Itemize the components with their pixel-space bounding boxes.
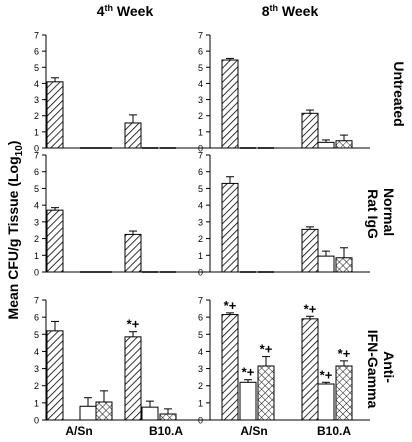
y-tick-label: 5	[198, 330, 203, 340]
y-tick-label: 3	[34, 364, 39, 374]
panel-3: 0 1 2 3 4 5 6 7	[34, 151, 206, 278]
y-tick-label: 4	[34, 347, 39, 357]
significance-marker: *+	[260, 342, 273, 357]
y-tick-label: 4	[198, 201, 203, 211]
bar	[124, 122, 142, 149]
row-label-normal-rat-igg: Normal Rat IgG	[365, 188, 397, 240]
bar	[335, 365, 353, 421]
x-label-8w-b10a: B10.A	[317, 424, 351, 438]
significance-marker: *+	[320, 367, 333, 382]
y-tick-label: 2	[34, 111, 39, 121]
y-tick-label: 5	[198, 184, 203, 194]
y-tick-label: 0	[34, 144, 39, 154]
x-label-4w-a-sn: A/Sn	[65, 424, 92, 438]
y-tick-label: 2	[34, 234, 39, 244]
bar	[95, 401, 113, 421]
y-tick-label: 6	[34, 167, 39, 177]
y-tick-label: 5	[34, 63, 39, 73]
y-tick-label: 4	[198, 347, 203, 357]
y-tick-label: 5	[34, 184, 39, 194]
y-tick-label: 1	[34, 127, 39, 137]
y-tick-label: 7	[34, 151, 39, 161]
significance-marker: *+	[242, 365, 255, 380]
y-tick-label: 7	[198, 151, 203, 161]
bar	[221, 314, 239, 421]
panel-5: 0 1 2 3 4 5 6 7 *+	[34, 296, 206, 426]
y-tick-label: 5	[34, 330, 39, 340]
bar	[221, 182, 239, 273]
y-tick-label: 7	[34, 296, 39, 306]
chart-panels: 0123456701234567012345670123456701234567…	[34, 31, 370, 426]
y-tick-label: 6	[198, 313, 203, 323]
row-label-untreated: Untreated	[391, 61, 407, 126]
y-tick-label: 4	[34, 201, 39, 211]
y-tick-label: 6	[34, 313, 39, 323]
bar	[301, 318, 319, 421]
y-tick-label: 0	[34, 416, 39, 426]
y-tick-label: 7	[198, 296, 203, 306]
bar	[221, 59, 239, 149]
y-tick-label: 3	[198, 217, 203, 227]
y-tick-label: 1	[198, 251, 203, 261]
y-tick-label: 5	[198, 63, 203, 73]
y-tick-label: 6	[198, 167, 203, 177]
bar	[124, 336, 142, 421]
panel-1: 0 1 2 3 4 5 6 7	[34, 31, 206, 154]
significance-marker: *+	[127, 317, 140, 332]
y-tick-label: 2	[34, 381, 39, 391]
y-tick-label: 2	[198, 381, 203, 391]
y-tick-label: 1	[198, 127, 203, 137]
bar	[335, 257, 353, 273]
y-tick-label: 3	[198, 364, 203, 374]
y-tick-label: 3	[198, 95, 203, 105]
bar	[159, 413, 177, 421]
panel-4: 0 1 2 3 4 5 6 7	[198, 151, 370, 278]
bar	[301, 228, 319, 273]
bar	[46, 81, 64, 149]
row-label-anti-ifn-gamma: Anti- IFN-Gamma	[365, 330, 397, 409]
y-tick-label: 7	[34, 31, 39, 41]
y-tick-label: 7	[198, 31, 203, 41]
bar	[335, 140, 353, 149]
y-tick-label: 0	[34, 268, 39, 278]
y-tick-label: 0	[198, 268, 203, 278]
significance-marker: *+	[224, 298, 237, 313]
panel-6: 0 1 2 3 4 5 6 7 *+ *+ *+ *+ *+ *+	[198, 296, 370, 426]
y-tick-label: 1	[198, 398, 203, 408]
bar	[317, 141, 335, 149]
y-tick-label: 1	[34, 398, 39, 408]
bar	[317, 383, 335, 421]
y-axis-label: Mean CFU/g Tissue (Log10)	[5, 141, 25, 320]
y-tick-label: 1	[34, 251, 39, 261]
y-tick-label: 0	[198, 416, 203, 426]
x-label-8w-a-sn: A/Sn	[240, 424, 267, 438]
bar	[124, 233, 142, 273]
bar	[301, 112, 319, 149]
panel-2: 0 1 2 3 4 5 6 7	[198, 31, 370, 154]
column-header-4th-week: 4th Week	[97, 3, 154, 19]
bar	[141, 406, 159, 421]
bar	[317, 255, 335, 273]
y-tick-label: 4	[34, 79, 39, 89]
y-tick-label: 0	[198, 144, 203, 154]
bar	[239, 381, 257, 421]
y-tick-label: 6	[198, 47, 203, 57]
y-tick-label: 3	[34, 217, 39, 227]
bar	[257, 365, 275, 421]
y-tick-label: 3	[34, 95, 39, 105]
y-tick-label: 4	[198, 79, 203, 89]
x-label-4w-b10a: B10.A	[149, 424, 183, 438]
significance-marker: *+	[338, 346, 351, 361]
column-header-8th-week: 8th Week	[262, 3, 319, 19]
y-tick-label: 6	[34, 47, 39, 57]
y-tick-label: 2	[198, 234, 203, 244]
bar	[46, 209, 64, 273]
bar	[79, 405, 97, 421]
y-tick-label: 2	[198, 111, 203, 121]
significance-marker: *+	[304, 301, 317, 316]
bar	[46, 330, 64, 421]
